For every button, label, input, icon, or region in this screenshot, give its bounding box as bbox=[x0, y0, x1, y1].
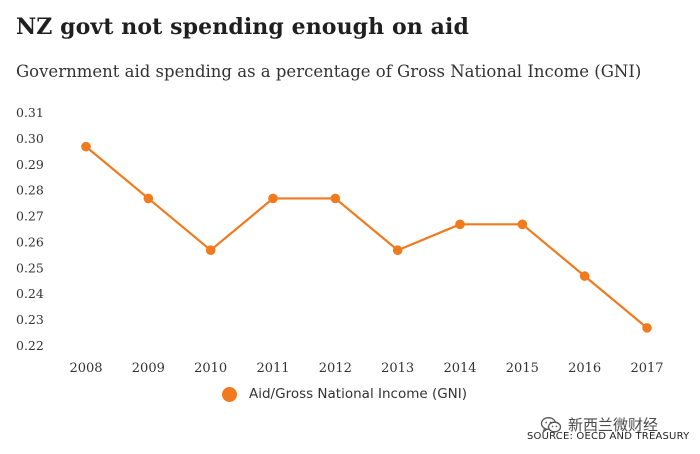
data-point bbox=[517, 219, 528, 230]
x-tick-label: 2008 bbox=[69, 361, 102, 376]
legend-label: Aid/Gross National Income (GNI) bbox=[249, 386, 468, 402]
y-tick-label: 0.30 bbox=[16, 131, 44, 146]
watermark-text: 新西兰微财经 bbox=[568, 416, 659, 434]
data-point bbox=[642, 323, 652, 333]
y-axis-ticks: 0.31 0.30 0.29 0.28 0.27 0.26 0.25 0.24 0.23 0.22 bbox=[16, 105, 44, 353]
x-tick-label: 2011 bbox=[256, 361, 289, 376]
y-tick-label: 0.31 bbox=[16, 105, 44, 120]
x-tick-label: 2010 bbox=[194, 361, 227, 376]
x-tick-label: 2014 bbox=[443, 361, 476, 376]
legend-swatch bbox=[222, 386, 237, 402]
series-line bbox=[85, 145, 648, 329]
x-tick-label: 2015 bbox=[506, 361, 539, 376]
legend: Aid/Gross National Income (GNI) bbox=[222, 386, 467, 402]
wechat-icon bbox=[540, 416, 562, 433]
y-tick-label: 0.23 bbox=[16, 312, 44, 327]
data-point bbox=[392, 245, 403, 256]
x-tick-label: 2009 bbox=[132, 361, 165, 376]
data-point bbox=[205, 245, 216, 256]
y-tick-label: 0.25 bbox=[16, 260, 44, 275]
chart-subtitle: Government aid spending as a percentage … bbox=[16, 62, 642, 81]
y-tick-label: 0.22 bbox=[16, 338, 44, 353]
data-point bbox=[143, 193, 154, 204]
data-point bbox=[81, 141, 91, 152]
x-tick-label: 2012 bbox=[319, 361, 352, 376]
data-point bbox=[455, 219, 465, 230]
data-point bbox=[579, 271, 590, 281]
y-tick-label: 0.26 bbox=[16, 234, 44, 249]
source-note: SOURCE: OECD AND TREASURY bbox=[527, 431, 690, 442]
x-tick-label: 2016 bbox=[568, 361, 601, 376]
x-tick-label: 2013 bbox=[381, 361, 414, 376]
data-point bbox=[330, 193, 341, 204]
y-tick-label: 0.24 bbox=[16, 286, 44, 301]
y-tick-label: 0.28 bbox=[16, 183, 44, 198]
x-axis-ticks: 2008 2009 2010 2011 2012 2013 2014 2015 2016 2017 bbox=[69, 361, 663, 376]
y-tick-label: 0.29 bbox=[16, 157, 44, 172]
data-points bbox=[81, 141, 652, 333]
y-tick-label: 0.27 bbox=[16, 209, 44, 224]
watermark: 新西兰微财经 bbox=[540, 414, 658, 435]
data-point bbox=[268, 193, 278, 204]
x-tick-label: 2017 bbox=[630, 361, 663, 376]
chart-title: NZ govt not spending enough on aid bbox=[16, 14, 469, 40]
